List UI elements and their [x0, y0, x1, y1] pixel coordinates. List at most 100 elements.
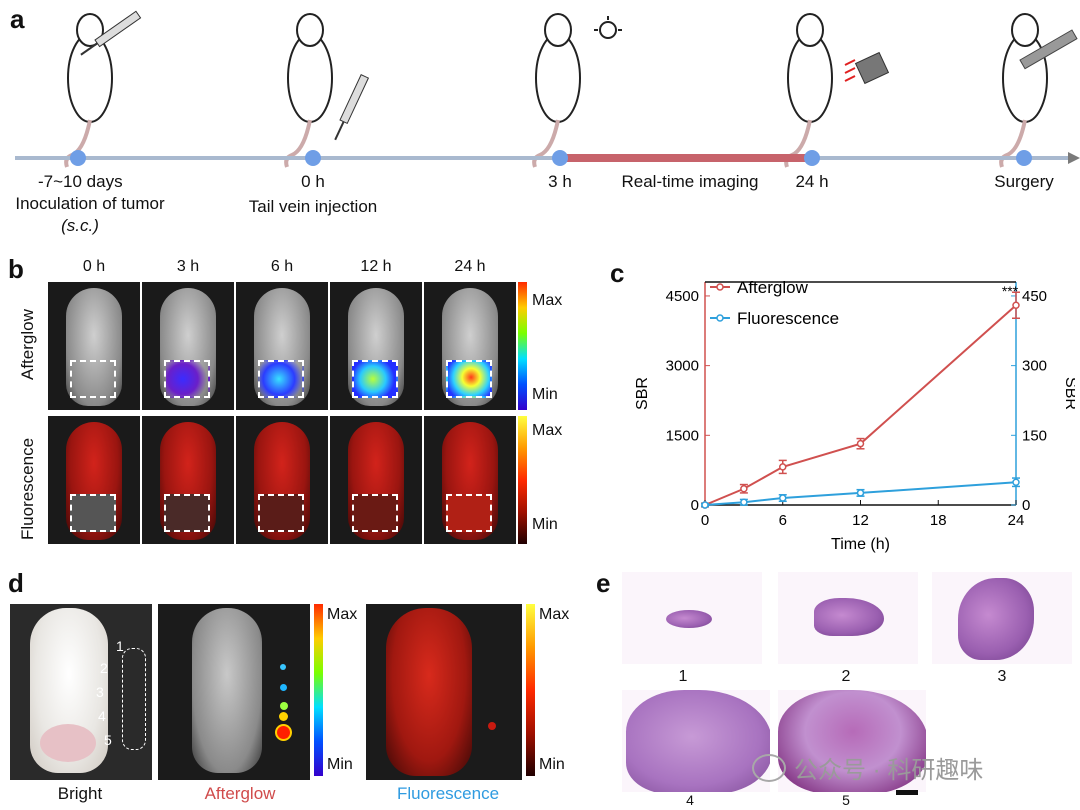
timeline-node — [804, 150, 820, 166]
fluorescence-image-24h — [424, 416, 516, 544]
afterglow-image-0h — [48, 282, 140, 410]
left-tick-label: 3000 — [666, 358, 699, 375]
colorbar-max-label: Max — [532, 422, 563, 439]
colorbar-min-label: Min — [532, 516, 558, 533]
histology-section-2 — [778, 572, 918, 664]
histology-section-1 — [622, 572, 762, 664]
right-axis-label: SBR — [1062, 377, 1075, 410]
colorbar-min-label: Min — [539, 756, 565, 773]
left-tick-label: 0 — [691, 497, 699, 514]
fluorescence-label: Fluorescence — [396, 784, 500, 803]
timeline-node — [1016, 150, 1032, 166]
timeline-label: (s.c.) — [61, 216, 99, 235]
legend-marker — [716, 283, 724, 291]
column-header: 6 h — [270, 258, 294, 275]
right-tick-label: 450 — [1022, 288, 1047, 305]
bright-field-photo — [10, 604, 152, 780]
fluorescence-image-12h — [330, 416, 422, 544]
mouse-illustration-1 — [64, 13, 113, 168]
histology-section-3 — [932, 572, 1072, 664]
afterglow-image-12h — [330, 282, 422, 410]
spot-label: 1 — [116, 638, 124, 654]
section-number: 1 — [678, 668, 688, 685]
afterglow-image-24h — [424, 282, 516, 410]
camera-icon — [844, 51, 890, 85]
colorbar-max-label: Max — [532, 292, 563, 309]
timeline-node — [305, 150, 321, 166]
data-point — [856, 489, 865, 497]
column-header: 3 h — [176, 258, 200, 275]
light-bulb-icon — [594, 16, 622, 39]
column-header: 0 h — [82, 258, 106, 275]
row-label-afterglow: Afterglow — [18, 309, 37, 380]
watermark: 公众号 · 科研趣味 — [752, 750, 983, 785]
fluorescence-colorbar-d — [526, 604, 535, 776]
right-tick-label: 150 — [1022, 427, 1047, 444]
mouse-illustration-4 — [784, 13, 833, 168]
timeline-label: Surgery — [994, 172, 1054, 191]
timeline-label: -7~10 days — [38, 172, 123, 191]
fluorescence-photo — [366, 604, 522, 780]
section-number: 2 — [841, 668, 851, 685]
colorbar-max-label: Max — [327, 606, 358, 623]
timeline-label: 24 h — [795, 172, 829, 191]
data-point — [740, 498, 748, 506]
data-point — [740, 484, 748, 493]
panel-e-letter: e — [596, 568, 611, 598]
spot-label: 3 — [96, 684, 104, 700]
spot-label: 4 — [98, 708, 106, 724]
colorbar-max-label: Max — [539, 606, 570, 623]
scale-bar — [896, 790, 918, 795]
fluorescence-image-6h — [236, 416, 328, 544]
wechat-icon — [752, 753, 786, 782]
mouse-illustration-3 — [532, 13, 581, 168]
histology-section-4 — [622, 690, 770, 792]
afterglow-image-3h — [142, 282, 234, 410]
syringe-icon — [80, 10, 142, 56]
spot-label: 5 — [104, 732, 112, 748]
section-number: 3 — [997, 668, 1007, 685]
panel-b-letter: b — [8, 254, 24, 284]
bright-label: Bright — [57, 784, 103, 803]
x-tick-label: 0 — [701, 512, 709, 529]
spot-outline — [122, 648, 146, 750]
panel-a-letter: a — [10, 4, 25, 34]
legend-label: Fluorescence — [737, 309, 839, 328]
timeline-label: Real-time imaging — [621, 172, 759, 191]
spot-label: 2 — [100, 660, 108, 676]
fluorescence-image-3h — [142, 416, 234, 544]
timeline-graphic — [15, 10, 1080, 168]
colorbar-min-label: Min — [327, 756, 353, 773]
fluorescence-image-0h — [48, 416, 140, 544]
data-point — [701, 501, 709, 509]
afterglow-colorbar-d — [314, 604, 323, 776]
left-tick-label: 1500 — [666, 427, 699, 444]
timeline-label: Tail vein injection — [248, 197, 378, 216]
legend-label: Afterglow — [737, 278, 809, 297]
panel-c-letter: c — [610, 258, 625, 288]
left-axis-label: SBR — [634, 377, 651, 410]
timeline-node — [552, 150, 568, 166]
afterglow-label: Afterglow — [204, 784, 276, 803]
x-tick-label: 12 — [852, 512, 869, 529]
legend-marker — [716, 314, 724, 322]
afterglow-photo — [158, 604, 310, 780]
significance-annotation: *** — [1002, 283, 1019, 299]
fluorescence-colorbar — [518, 416, 527, 544]
right-tick-label: 300 — [1022, 358, 1047, 375]
timeline-label: 0 h — [301, 172, 325, 191]
section-number: 5 — [842, 792, 850, 808]
mouse-illustration-2 — [284, 13, 333, 168]
data-point — [856, 439, 865, 448]
x-tick-label: 18 — [930, 512, 947, 529]
data-point — [1012, 478, 1020, 486]
x-axis-label: Time (h) — [831, 536, 890, 553]
row-label-fluorescence: Fluorescence — [18, 437, 37, 540]
mouse-illustration-5 — [999, 13, 1048, 168]
data-point — [779, 494, 787, 502]
x-tick-label: 24 — [1008, 512, 1025, 529]
panel-d-letter: d — [8, 568, 24, 598]
watermark-text: 公众号 · 科研趣味 — [794, 757, 984, 784]
timeline-label: Inoculation of tumor — [15, 194, 165, 213]
afterglow-colorbar — [518, 282, 527, 410]
